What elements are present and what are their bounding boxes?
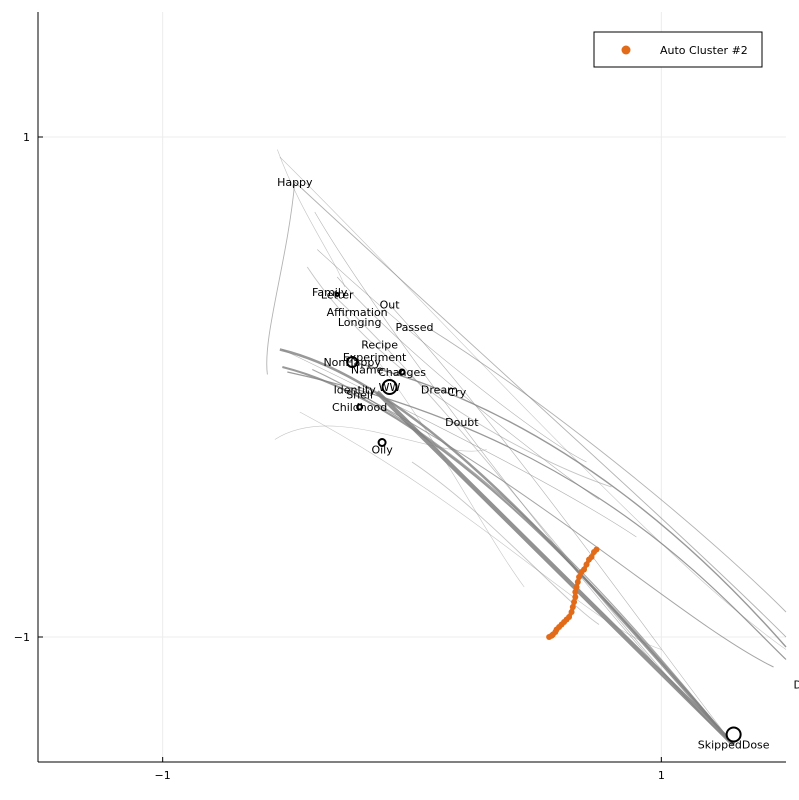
node-marker [377,438,387,447]
edge [277,149,345,288]
node-label: Recipe [361,339,398,352]
cluster-point [572,589,579,595]
node-label: Family [312,286,348,299]
legend-marker [621,45,631,55]
y-tick-label: 1 [23,131,30,144]
cluster-point [586,556,593,563]
node-label: Do [793,679,799,692]
edge [266,181,296,375]
cluster-point [574,579,581,585]
edge [282,349,637,538]
cluster-point [571,599,578,605]
edge [294,181,787,638]
cluster-point [573,584,580,590]
node-label: Experiment [343,351,407,364]
edge [411,461,600,625]
edge [306,266,612,488]
edge [287,371,787,660]
node-label: Cry [448,386,467,399]
node-marker [398,368,406,376]
cluster-series [546,546,600,640]
node-marker [346,356,359,368]
node-label: Longing [338,316,382,329]
edges [266,149,787,747]
cluster-point [568,609,575,615]
node-marker [356,403,364,411]
x-tick-label: 1 [658,769,665,782]
legend-label: Auto Cluster #2 [660,44,748,57]
node-label: Dream [421,384,458,397]
cluster-point [583,561,590,568]
node-label: Happy [277,176,313,189]
node-label: Oily [371,444,393,457]
node-marker [725,726,742,743]
cluster-point [569,604,576,610]
y-tick-label: −1 [14,631,30,644]
node-label: Affirmation [327,306,388,319]
grid [38,12,786,762]
node-label: SkippedDose [698,739,770,752]
node-label: Identity [334,384,377,397]
node-label: Passed [395,321,433,334]
edge [374,356,525,588]
edge [359,394,774,668]
node-label: Doubt [445,416,479,429]
cluster-point [591,549,598,555]
nodes [334,292,742,743]
plot-background [38,12,786,762]
edge [426,326,787,613]
axes: −1 1 1 −1 [14,12,786,782]
node-label: Childhood [332,401,387,414]
node-marker [334,292,340,297]
node-label: Shell [346,389,373,402]
node-label: Name [351,364,384,377]
node-marker [381,379,398,395]
edge [317,249,587,463]
node-label: Out [380,299,401,312]
node-label: Changes [378,366,426,379]
edge [329,291,734,745]
edge [351,361,787,648]
edge [375,390,736,747]
legend: Auto Cluster #2 [593,31,763,68]
cluster-point [578,569,585,575]
node-label: Letter [321,289,354,302]
cluster-point [572,594,579,600]
edge [314,211,734,745]
edge [299,411,662,650]
cluster-point [546,634,553,640]
node-label: WW [379,381,401,394]
node-label: NonHappy [323,356,381,369]
edge [274,425,487,452]
edge [389,304,734,745]
x-tick-label: −1 [155,769,171,782]
edge [336,276,600,500]
edge [312,368,735,745]
edge [282,366,735,746]
cluster-point [576,574,583,580]
edge [279,156,787,650]
